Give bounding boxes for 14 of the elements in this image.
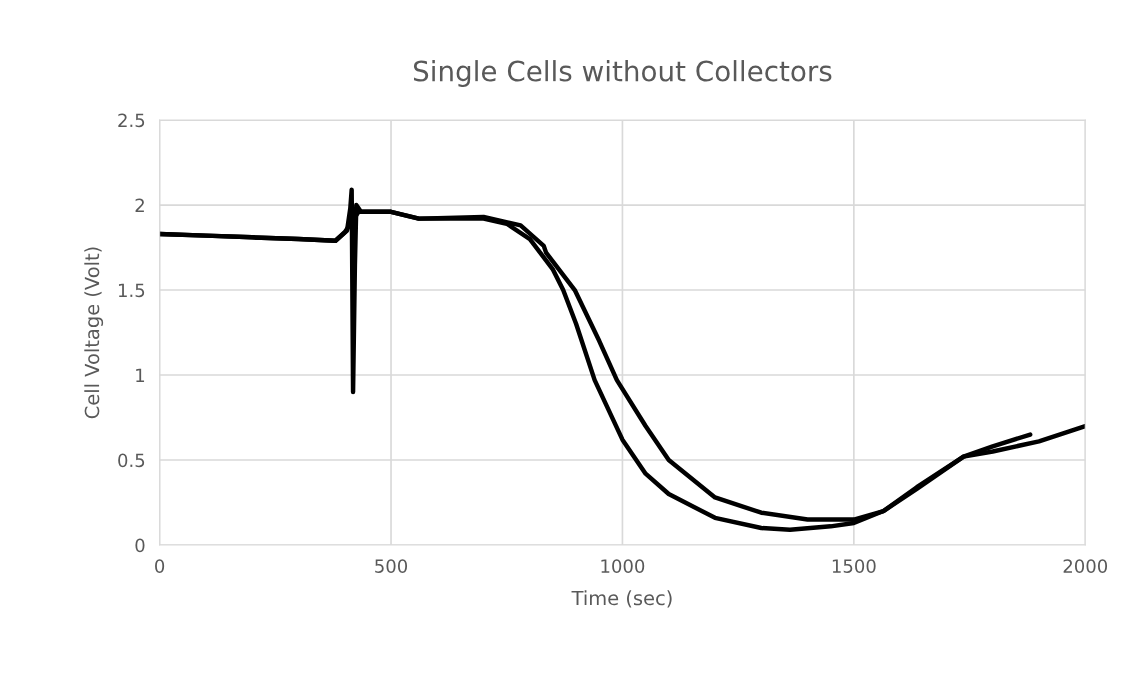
x-tick-label: 1500 [832, 559, 876, 573]
y-tick-label: 1 [136, 368, 145, 382]
y-axis-title: Cell Voltage (Volt) [84, 247, 104, 419]
y-tick-label: 2 [135, 198, 144, 212]
y-tick-label: 1.5 [118, 283, 145, 298]
x-tick-label: 2000 [1063, 559, 1108, 573]
y-tick-label: 0 [135, 538, 145, 553]
chart-title: Single Cells without Collectors [413, 60, 832, 87]
y-tick-label: 0.5 [118, 453, 145, 468]
y-tick-label: 2.5 [118, 113, 145, 128]
x-tick-label: 500 [375, 559, 408, 573]
x-tick-label: 0 [155, 559, 165, 573]
x-tick-label: 1000 [601, 559, 645, 573]
x-axis-title: Time (sec) [571, 590, 672, 608]
